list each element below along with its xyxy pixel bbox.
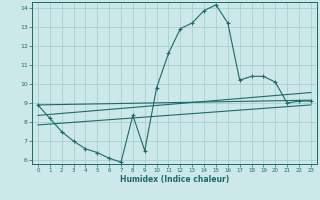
X-axis label: Humidex (Indice chaleur): Humidex (Indice chaleur): [120, 175, 229, 184]
